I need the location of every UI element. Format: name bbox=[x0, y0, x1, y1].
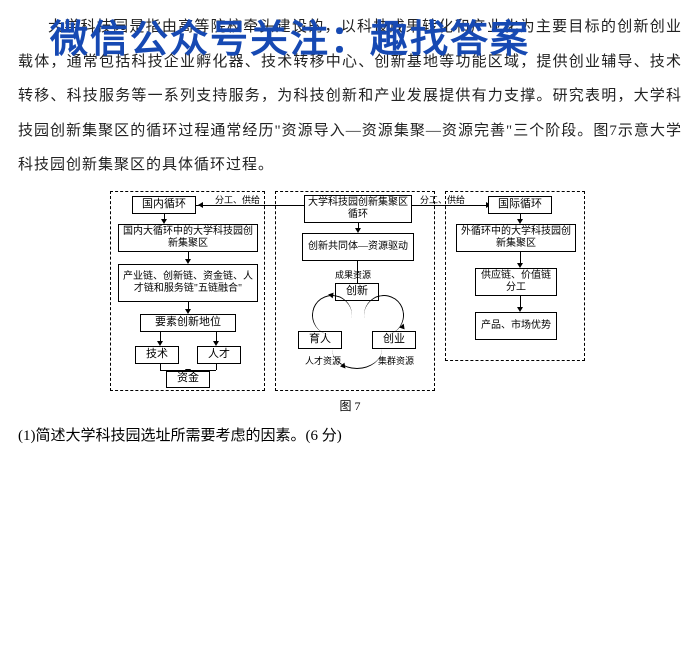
col1-box1: 国内大循环中的大学科技园创新集聚区 bbox=[118, 224, 258, 252]
fund-box: 资金 bbox=[166, 371, 210, 388]
col3-box3: 产品、市场优势 bbox=[475, 312, 557, 340]
label-l1: 分工、供给 bbox=[215, 193, 260, 206]
tech-box: 技术 bbox=[135, 346, 179, 364]
col1-box3: 要素创新地位 bbox=[140, 314, 236, 332]
figure-caption: 图 7 bbox=[18, 397, 682, 414]
flow-diagram: 国内循环 国内大循环中的大学科技园创新集聚区 产业链、创新链、资金链、人才链和服… bbox=[110, 191, 590, 391]
talent-box: 人才 bbox=[197, 346, 241, 364]
label-l5: 集群资源 bbox=[378, 354, 414, 367]
label-l4: 人才资源 bbox=[305, 354, 341, 367]
watermark-text: 微信公众号关注：趣找答案 bbox=[50, 8, 530, 63]
col3-box2: 供应链、价值链分工 bbox=[475, 268, 557, 296]
col1-header: 国内循环 bbox=[132, 196, 196, 214]
col2-header: 大学科技园创新集聚区循环 bbox=[304, 195, 412, 223]
col2-sub: 创新共同体—资源驱动 bbox=[302, 233, 414, 261]
question-1: (1)简述大学科技园选址所需要考虑的因素。(6 分) bbox=[18, 424, 682, 445]
col3-box1: 外循环中的大学科技园创新集聚区 bbox=[456, 224, 576, 252]
col1-box2: 产业链、创新链、资金链、人才链和服务链"五链融合" bbox=[118, 264, 258, 302]
label-l3: 成果资源 bbox=[335, 268, 371, 281]
col3-header: 国际循环 bbox=[488, 196, 552, 214]
